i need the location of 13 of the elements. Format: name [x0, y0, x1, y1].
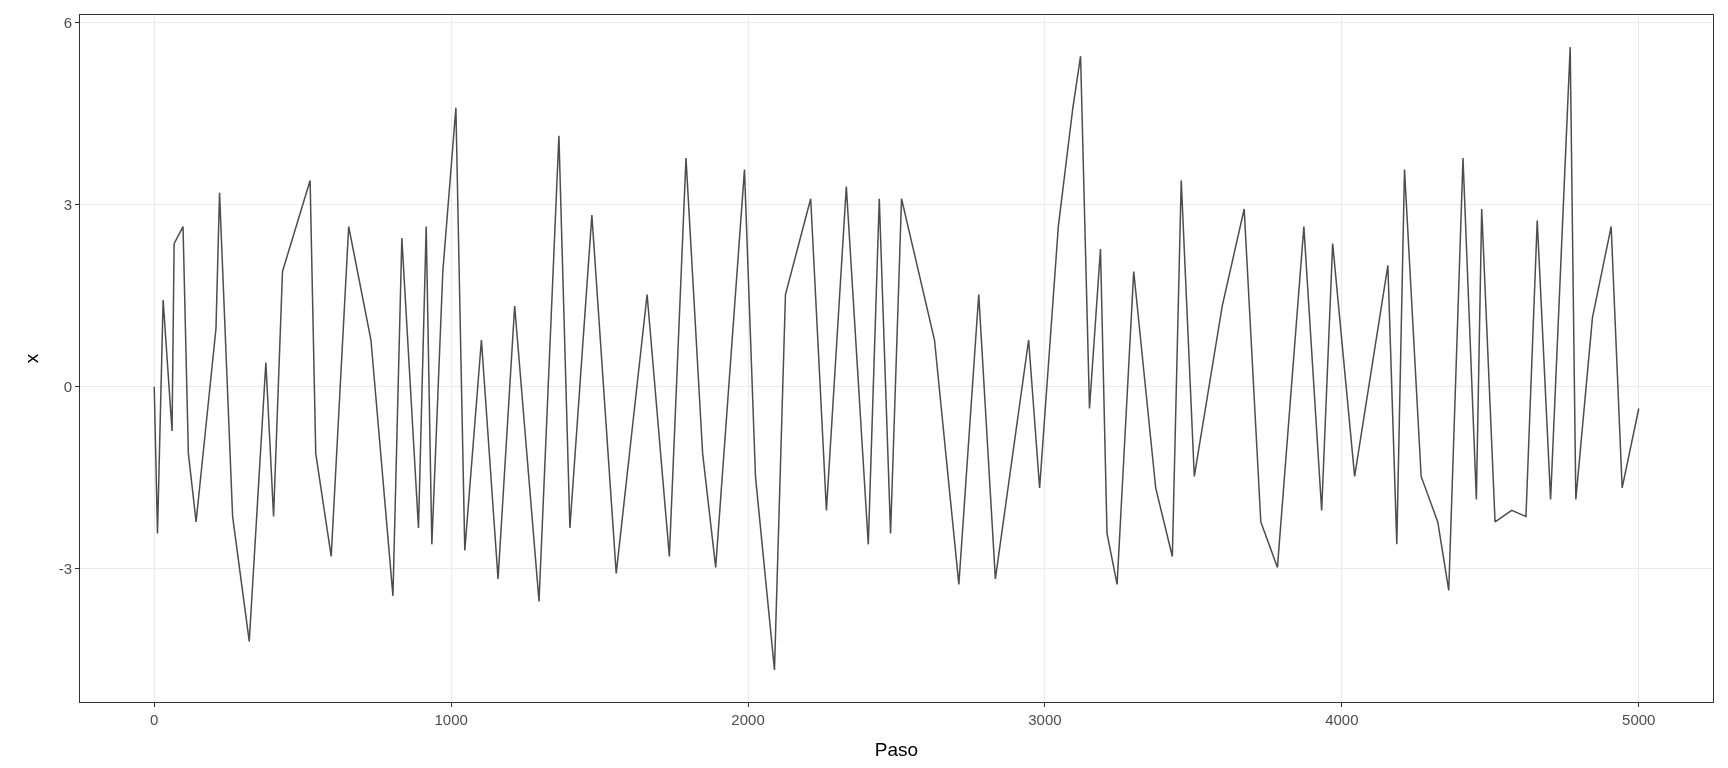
x-tick-label: 5000 [1622, 711, 1656, 728]
x-tick-label: 2000 [731, 711, 765, 728]
x-tick-label: 0 [150, 711, 159, 728]
y-tick-label: -3 [58, 559, 72, 577]
x-tick-label: 4000 [1325, 711, 1359, 728]
x-axis-title: Paso [874, 738, 919, 760]
y-axis-title: x [20, 353, 42, 364]
x-tick-label: 3000 [1028, 711, 1062, 728]
y-tick-label: 0 [63, 377, 72, 395]
y-tick-label: 6 [63, 14, 72, 32]
line-series [153, 46, 1640, 671]
y-tick-label: 3 [63, 196, 72, 214]
x-tick-label: 1000 [434, 711, 468, 728]
